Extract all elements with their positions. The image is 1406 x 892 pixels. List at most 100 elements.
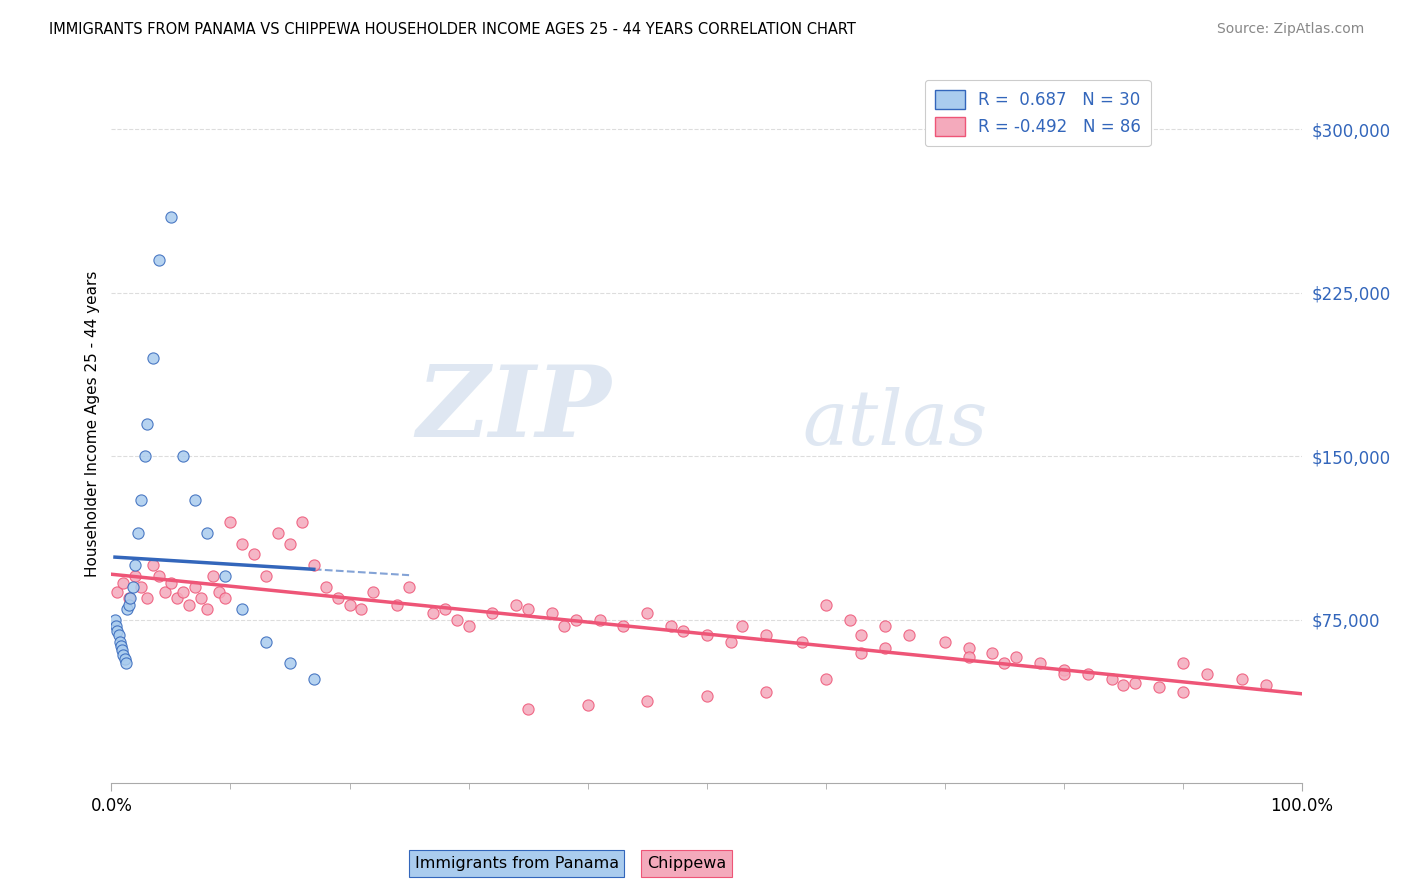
Text: ZIP: ZIP <box>416 361 612 458</box>
Point <box>114 652 136 666</box>
Point <box>1101 672 1123 686</box>
Point <box>120 591 142 606</box>
Point <box>696 689 718 703</box>
Point <box>110 639 132 653</box>
Point <box>136 417 159 431</box>
Point <box>1171 685 1194 699</box>
Point <box>172 584 194 599</box>
Point <box>315 580 337 594</box>
Point <box>1232 672 1254 686</box>
Point <box>398 580 420 594</box>
Point <box>160 575 183 590</box>
Point <box>981 646 1004 660</box>
Point <box>214 569 236 583</box>
Point <box>111 643 134 657</box>
Point <box>564 613 586 627</box>
Point <box>160 210 183 224</box>
Point <box>851 646 873 660</box>
Text: Chippewa: Chippewa <box>647 856 725 871</box>
Point <box>875 619 897 633</box>
Point <box>219 515 242 529</box>
Point <box>755 685 778 699</box>
Point <box>105 624 128 638</box>
Point <box>1256 678 1278 692</box>
Point <box>1053 663 1076 677</box>
Legend: R =  0.687   N = 30, R = -0.492   N = 86: R = 0.687 N = 30, R = -0.492 N = 86 <box>925 79 1152 146</box>
Point <box>254 634 277 648</box>
Point <box>104 613 127 627</box>
Point <box>153 584 176 599</box>
Point <box>105 619 128 633</box>
Point <box>1147 681 1170 695</box>
Point <box>172 450 194 464</box>
Point <box>934 634 956 648</box>
Point <box>190 591 212 606</box>
Point <box>105 584 128 599</box>
Point <box>457 619 479 633</box>
Point <box>214 591 236 606</box>
Point <box>875 641 897 656</box>
Point <box>112 575 135 590</box>
Point <box>814 598 837 612</box>
Point <box>790 634 813 648</box>
Point <box>1053 667 1076 681</box>
Point <box>142 351 165 366</box>
Point <box>588 613 610 627</box>
Point <box>243 548 266 562</box>
Point <box>201 569 224 583</box>
Point <box>612 619 634 633</box>
Point <box>207 584 229 599</box>
Point <box>1171 657 1194 671</box>
Point <box>195 525 218 540</box>
Point <box>112 648 135 662</box>
Point <box>231 602 253 616</box>
Point <box>118 598 141 612</box>
Point <box>350 602 373 616</box>
Point <box>148 253 170 268</box>
Point <box>541 607 564 621</box>
Point <box>814 672 837 686</box>
Point <box>108 634 131 648</box>
Point <box>517 702 540 716</box>
Point <box>114 657 136 671</box>
Point <box>636 693 658 707</box>
Point <box>129 580 152 594</box>
Point <box>672 624 695 638</box>
Point <box>422 607 444 621</box>
Point <box>1112 678 1135 692</box>
Point <box>166 591 188 606</box>
Point <box>107 628 129 642</box>
Point <box>957 641 980 656</box>
Point <box>851 628 873 642</box>
Point <box>254 569 277 583</box>
Point <box>124 569 146 583</box>
Point <box>957 649 980 664</box>
Point <box>481 607 503 621</box>
Point <box>195 602 218 616</box>
Point <box>302 672 325 686</box>
Point <box>124 558 146 573</box>
Text: atlas: atlas <box>801 387 987 460</box>
Point <box>148 569 170 583</box>
Y-axis label: Householder Income Ages 25 - 44 years: Householder Income Ages 25 - 44 years <box>86 270 100 577</box>
Point <box>517 602 540 616</box>
Point <box>385 598 408 612</box>
Point <box>1029 657 1052 671</box>
Point <box>231 536 253 550</box>
Point <box>184 580 207 594</box>
Point <box>659 619 682 633</box>
Text: Source: ZipAtlas.com: Source: ZipAtlas.com <box>1216 22 1364 37</box>
Point <box>720 634 742 648</box>
Point <box>278 536 301 550</box>
Point <box>1123 676 1146 690</box>
Point <box>1195 667 1218 681</box>
Point <box>363 584 385 599</box>
Text: IMMIGRANTS FROM PANAMA VS CHIPPEWA HOUSEHOLDER INCOME AGES 25 - 44 YEARS CORRELA: IMMIGRANTS FROM PANAMA VS CHIPPEWA HOUSE… <box>49 22 856 37</box>
Point <box>118 591 141 606</box>
Point <box>755 628 778 642</box>
Point <box>731 619 754 633</box>
Point <box>696 628 718 642</box>
Point <box>291 515 314 529</box>
Point <box>184 493 207 508</box>
Point <box>553 619 575 633</box>
